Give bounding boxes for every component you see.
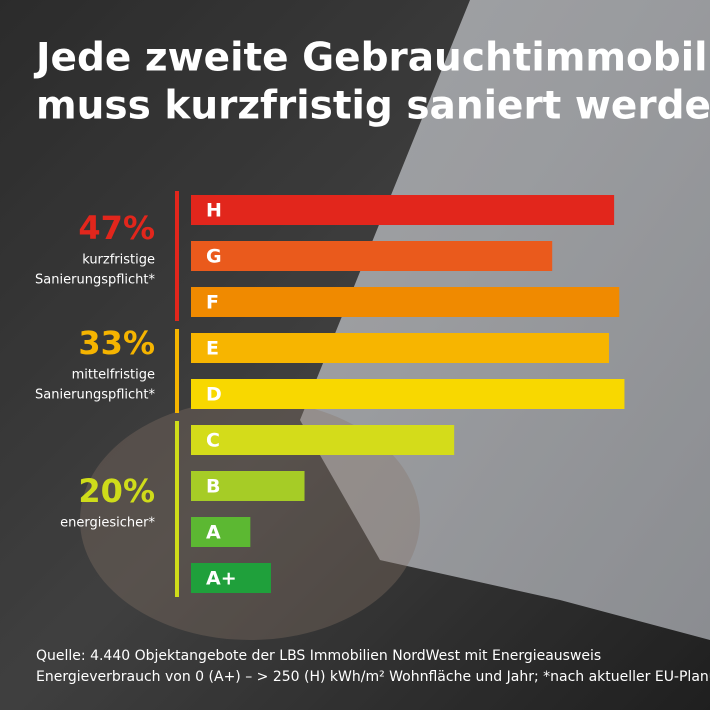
paper-photo	[300, 0, 710, 640]
source-line: Quelle: 4.440 Objektangebote der LBS Imm…	[36, 648, 601, 664]
group-bracket	[175, 421, 179, 597]
bar	[191, 287, 620, 317]
group-share: 47%	[78, 209, 155, 247]
group-label: energiesicher*	[60, 516, 155, 531]
bar	[191, 195, 615, 225]
bar	[191, 333, 609, 363]
group-label: Sanierungspflicht*	[35, 388, 155, 403]
group-label: mittelfristige	[72, 368, 155, 383]
bar-label: F	[206, 292, 219, 314]
group-label: Sanierungspflicht*	[35, 273, 155, 288]
bar	[191, 425, 455, 455]
source-line: Energieverbrauch von 0 (A+) – > 250 (H) …	[36, 669, 710, 685]
title-line: Jede zweite Gebrauchtimmobilie	[33, 36, 710, 81]
bar	[191, 379, 625, 409]
bar	[191, 517, 251, 547]
bar	[191, 471, 305, 501]
title-line: muss kurzfristig saniert werden	[36, 84, 710, 129]
bar-label: C	[206, 430, 220, 452]
bar-label: A+	[206, 568, 237, 590]
bar-label: H	[206, 200, 222, 222]
group-share: 33%	[78, 324, 155, 362]
bar-label: E	[206, 338, 219, 360]
group-share: 20%	[78, 472, 155, 510]
bar	[191, 241, 553, 271]
group-label: kurzfristige	[82, 253, 155, 268]
bar-label: G	[206, 246, 222, 268]
bar-label: A	[206, 522, 221, 544]
bar	[191, 563, 271, 593]
bar-label: B	[206, 476, 220, 498]
group-bracket	[175, 329, 179, 413]
bar-label: D	[206, 384, 222, 406]
group-bracket	[175, 191, 179, 321]
